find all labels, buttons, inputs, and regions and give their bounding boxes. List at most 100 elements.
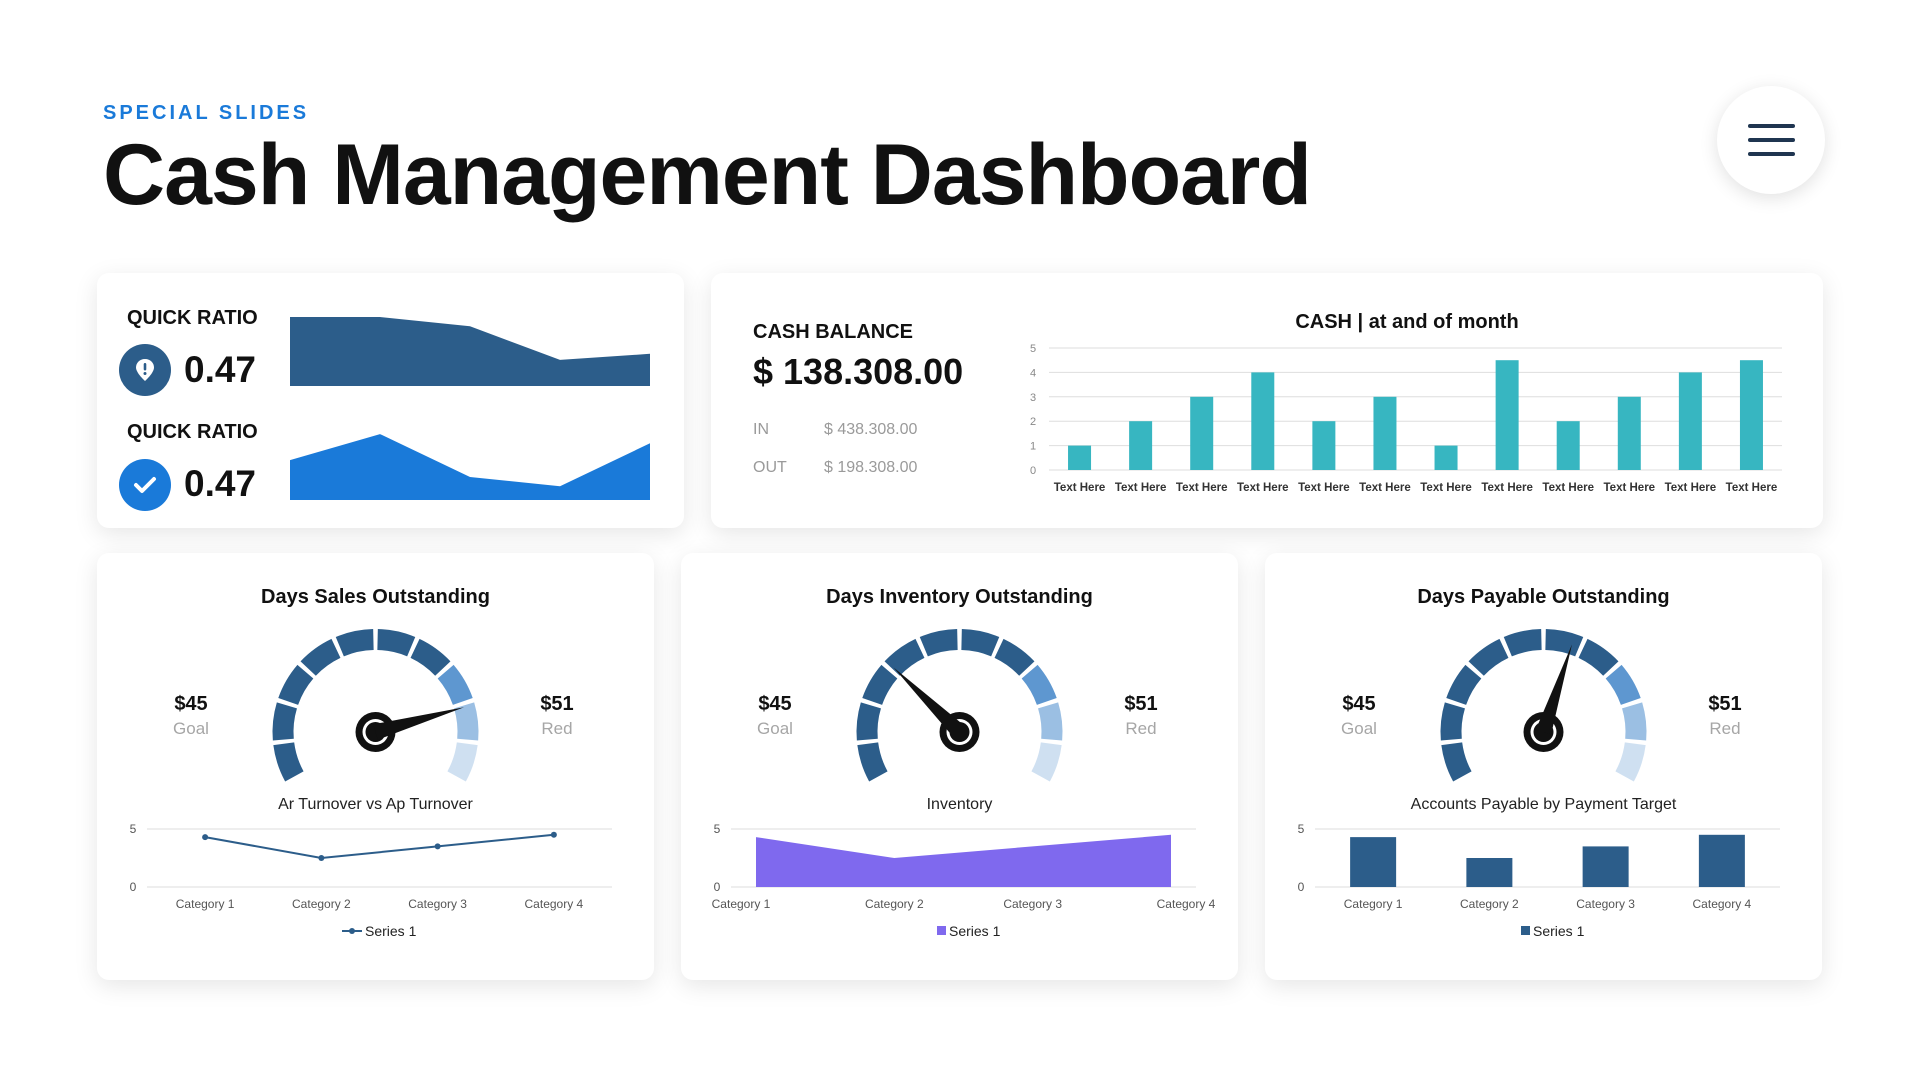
check-icon	[119, 459, 171, 511]
data-point	[434, 843, 441, 850]
gauge-segment	[1545, 629, 1584, 657]
y-tick-label: 3	[1030, 392, 1036, 404]
gauge-segment	[856, 702, 881, 741]
x-tick-label: Text Here	[1359, 482, 1411, 494]
x-tick-label: Text Here	[1420, 482, 1472, 494]
gauge-segment	[437, 664, 473, 705]
chart-title: Accounts Payable by Payment Target	[1411, 796, 1677, 813]
quick-ratio-card: QUICK RATIO 0.47 QUICK RATIO 0.47	[97, 273, 684, 528]
gauge-title: Days Sales Outstanding	[261, 586, 490, 608]
gauge-and-chart: Inventory 0 5 Category 1 Category 2 Category …	[712, 629, 1216, 939]
x-tick-label: Text Here	[1115, 482, 1167, 494]
x-tick-label: Text Here	[1481, 482, 1533, 494]
gauge-segment	[1605, 664, 1641, 705]
cash-out-value: $ 198.308.00	[824, 459, 918, 476]
legend: Series 1	[937, 923, 1001, 939]
data-point	[202, 834, 209, 841]
x-tick-label: Category 2	[865, 897, 924, 911]
red-value: $51	[540, 693, 574, 715]
y-tick-label: 0	[130, 880, 137, 894]
gauge-segment	[1440, 702, 1465, 741]
page-title: Cash Management Dashboard	[103, 127, 1312, 223]
gauge-and-chart: Ar Turnover vs Ap Turnover 0 5 Category 1 Ca…	[130, 629, 612, 939]
sparkline-area	[290, 317, 650, 386]
gauge-segment	[278, 664, 314, 705]
sparkline-area	[290, 434, 650, 500]
bar	[1739, 360, 1763, 470]
y-tick-label: 2	[1030, 416, 1036, 428]
gauge-segment	[454, 702, 479, 741]
x-tick-label: Category 3	[408, 897, 467, 911]
bar	[1251, 372, 1275, 470]
y-tick-label: 0	[1298, 880, 1305, 894]
legend-label: Series 1	[1533, 923, 1585, 939]
eyebrow-label: SPECIAL SLIDES	[103, 102, 310, 124]
gauge-segment	[994, 638, 1035, 676]
bar	[1312, 421, 1336, 470]
cash-bar-chart: CASH | at and of month 0 1 2 3 4 5 Text Here Tex…	[1030, 311, 1782, 494]
gauge-and-chart: Accounts Payable by Payment Target 0 5 Cate…	[1298, 629, 1780, 939]
gauge-segment	[862, 664, 898, 705]
data-point	[550, 831, 557, 838]
gauge-segment	[1615, 742, 1646, 782]
red-label: Red	[541, 719, 573, 738]
bar	[1466, 858, 1513, 887]
bar	[1068, 445, 1092, 470]
goal-value: $45	[174, 693, 208, 715]
gauge-segment	[1503, 629, 1542, 657]
bar	[1556, 421, 1580, 470]
x-tick-label: Text Here	[1237, 482, 1289, 494]
bar	[1190, 396, 1214, 470]
y-tick-label: 5	[1030, 343, 1036, 355]
chart-title: CASH | at and of month	[1295, 311, 1518, 333]
bar	[1582, 846, 1629, 887]
legend-swatch-icon	[1521, 926, 1530, 935]
cash-balance-card: CASH BALANCE $ 138.308.00 IN $ 438.308.0…	[711, 273, 1823, 528]
gauge-segment	[919, 629, 958, 657]
bar	[1434, 445, 1458, 470]
bar	[1698, 834, 1745, 887]
x-tick-label: Text Here	[1726, 482, 1778, 494]
menu-button[interactable]	[1717, 86, 1825, 194]
quick-ratio-area-chart	[290, 434, 650, 500]
x-tick-label: Category 4	[1693, 897, 1752, 911]
y-tick-label: 5	[130, 822, 137, 836]
gauge-needle-icon	[355, 707, 465, 752]
legend: Series 1	[342, 923, 417, 939]
x-tick-label: Category 2	[1460, 897, 1519, 911]
cash-balance-label: CASH BALANCE	[753, 321, 913, 343]
chart-title: Ar Turnover vs Ap Turnover	[278, 796, 473, 813]
alert-pin-icon	[119, 344, 171, 396]
legend-swatch-icon	[937, 926, 946, 935]
gauge-title: Days Payable Outstanding	[1417, 586, 1670, 608]
bar	[1373, 396, 1397, 470]
gauge-segment	[410, 638, 451, 676]
bar	[1617, 396, 1641, 470]
x-tick-label: Category 3	[1576, 897, 1635, 911]
legend-label: Series 1	[949, 923, 1001, 939]
goal-value: $45	[758, 693, 792, 715]
x-tick-label: Text Here	[1298, 482, 1350, 494]
x-tick-label: Category 1	[176, 897, 235, 911]
goal-label: Goal	[173, 719, 209, 738]
gauge-segment	[447, 742, 478, 782]
cash-out-label: OUT	[753, 459, 787, 476]
quick-ratio-label: QUICK RATIO	[127, 307, 258, 329]
gauge-segment	[1578, 638, 1619, 676]
series-line	[204, 833, 554, 860]
gauge-segment	[1441, 742, 1472, 782]
quick-ratio-area-chart	[290, 317, 650, 386]
cash-in-label: IN	[753, 421, 769, 438]
goal-label: Goal	[757, 719, 793, 738]
gauge-segment	[1021, 664, 1057, 705]
cash-in-value: $ 438.308.00	[824, 421, 918, 438]
chart-title: Inventory	[927, 796, 993, 813]
gauge-needle-icon	[1523, 644, 1572, 752]
series-area	[756, 834, 1171, 887]
red-label: Red	[1125, 719, 1157, 738]
x-tick-label: Category 4	[1157, 897, 1216, 911]
x-tick-label: Category 4	[525, 897, 584, 911]
x-tick-label: Text Here	[1176, 482, 1228, 494]
days-payable-outstanding-card: Days Payable Outstanding $45 Goal $51 Re…	[1265, 553, 1822, 980]
quick-ratio-value: 0.47	[184, 349, 257, 390]
